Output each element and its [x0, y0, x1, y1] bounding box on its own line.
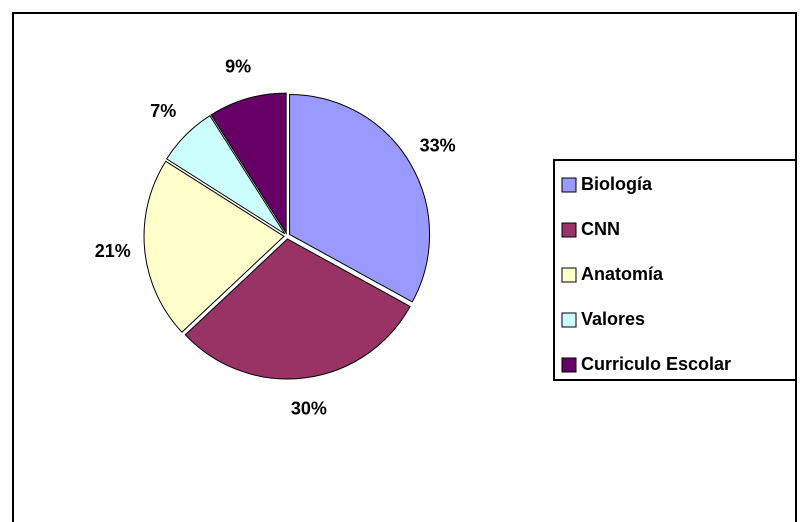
legend-swatch [561, 267, 577, 283]
legend-label: CNN [581, 219, 620, 239]
pie-slice [165, 114, 286, 235]
data-label: 9% [225, 57, 251, 77]
data-label: 33% [420, 136, 456, 156]
legend-label: Biología [581, 174, 653, 194]
pie-slice [210, 92, 287, 235]
legend-box [553, 159, 797, 381]
data-label: 7% [150, 101, 176, 121]
legend-swatch [561, 177, 577, 193]
legend-label: Valores [581, 309, 645, 329]
legend-swatch [561, 222, 577, 238]
legend-swatch [561, 357, 577, 373]
pie-slice [184, 238, 411, 380]
data-label: 21% [95, 241, 131, 261]
legend-label: Curriculo Escolar [581, 354, 731, 374]
pie-slice [143, 160, 285, 333]
legend-swatch [561, 312, 577, 328]
data-label: 30% [291, 398, 327, 418]
pie-slice [289, 93, 431, 303]
legend-label: Anatomía [581, 264, 664, 284]
